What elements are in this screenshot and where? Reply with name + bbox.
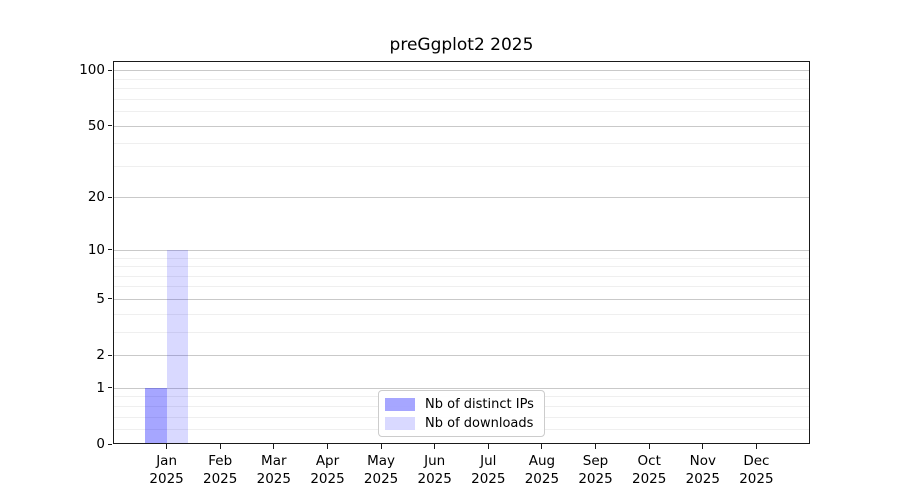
gridline-major <box>113 197 810 199</box>
x-tick-label-jan: Jan 2025 <box>140 452 194 488</box>
gridline-minor <box>113 266 810 267</box>
y-tick-mark <box>108 249 112 251</box>
x-tick-year: 2025 <box>256 471 291 487</box>
x-tick-mark <box>595 444 596 449</box>
x-tick-mark <box>273 444 275 449</box>
gridline-minor <box>113 275 810 277</box>
x-tick-month: May <box>367 453 396 469</box>
y-tick-mark <box>108 125 112 126</box>
x-tick-month: Sep <box>582 453 609 469</box>
legend-label-downloads: Nb of downloads <box>425 416 534 431</box>
y-tick-label: 0 <box>96 436 105 452</box>
y-tick-label: 5 <box>96 290 105 307</box>
y-tick-label: 50 <box>87 117 105 134</box>
x-tick-mark <box>648 444 650 449</box>
x-tick-year: 2025 <box>203 471 238 487</box>
x-tick-month: Oct <box>637 453 661 469</box>
legend-item-distinct-ips: Nb of distinct IPs <box>385 395 538 414</box>
x-tick-label-dec: Dec 2025 <box>729 452 783 488</box>
bar-downloads <box>166 249 189 444</box>
x-tick-year: 2025 <box>632 471 667 487</box>
x-tick-mark <box>541 444 543 449</box>
x-tick-year: 2025 <box>578 471 613 487</box>
x-tick-label-mar: Mar 2025 <box>247 452 301 488</box>
x-tick-label-sep: Sep 2025 <box>569 452 623 488</box>
x-tick-label-nov: Nov 2025 <box>676 452 730 488</box>
x-tick-month: Aug <box>528 453 556 469</box>
gridline-major <box>113 249 810 251</box>
gridline-minor <box>113 78 810 80</box>
gridline-major <box>113 70 810 72</box>
x-tick-mark <box>327 444 328 449</box>
x-tick-mark <box>755 444 757 449</box>
bar-distinct-ips <box>145 387 167 444</box>
x-tick-year: 2025 <box>363 471 399 487</box>
plot-frame <box>113 61 810 444</box>
x-tick-month: Mar <box>261 453 287 469</box>
gridline-minor <box>113 331 810 333</box>
legend-label-distinct-ips: Nb of distinct IPs <box>425 397 534 412</box>
y-tick-label: 2 <box>96 347 105 363</box>
x-tick-mark <box>380 444 382 449</box>
y-tick-mark <box>108 354 112 356</box>
x-tick-label-apr: Apr 2025 <box>301 452 355 488</box>
plot-area <box>113 61 810 444</box>
gridline-minor <box>113 143 810 145</box>
x-tick-label-may: May 2025 <box>354 452 408 488</box>
x-tick-label-feb: Feb 2025 <box>193 452 247 488</box>
x-tick-year: 2025 <box>149 471 184 487</box>
gridline-major <box>113 355 810 356</box>
chart-title: preGgplot2 2025 <box>389 35 534 55</box>
gridline-minor <box>113 110 810 112</box>
x-tick-label-jun: Jun 2025 <box>408 452 462 488</box>
x-tick-year: 2025 <box>310 471 345 487</box>
gridline-minor <box>113 286 810 288</box>
x-tick-year: 2025 <box>417 471 452 487</box>
x-tick-month: Jul <box>480 453 497 469</box>
x-tick-mark <box>702 444 704 449</box>
x-tick-month: Dec <box>743 453 770 469</box>
gridline-minor <box>113 165 810 167</box>
x-tick-label-jul: Jul 2025 <box>461 452 515 488</box>
legend-item-downloads: Nb of downloads <box>385 414 538 433</box>
y-tick-label: 20 <box>87 189 105 206</box>
x-tick-mark <box>487 444 489 449</box>
y-tick-mark <box>108 387 112 389</box>
y-tick-mark <box>108 196 112 198</box>
y-tick-mark <box>108 69 112 71</box>
x-tick-label-aug: Aug 2025 <box>515 452 569 488</box>
x-tick-year: 2025 <box>739 471 774 487</box>
gridline-minor <box>113 257 810 259</box>
x-tick-month: Jan <box>156 453 177 469</box>
gridline-major <box>113 298 810 300</box>
legend: Nb of distinct IPs Nb of downloads <box>378 390 545 437</box>
legend-swatch-downloads <box>385 417 415 430</box>
gridline-minor <box>113 313 810 315</box>
x-tick-label-oct: Oct 2025 <box>622 452 676 488</box>
legend-swatch-distinct-ips <box>385 398 415 411</box>
x-tick-year: 2025 <box>471 471 506 487</box>
x-tick-month: Feb <box>208 453 233 469</box>
gridline-minor <box>113 88 810 89</box>
y-tick-label: 10 <box>87 241 105 258</box>
x-tick-month: Jun <box>424 453 446 469</box>
x-tick-month: Apr <box>315 453 340 469</box>
x-tick-year: 2025 <box>685 471 720 487</box>
x-tick-mark <box>219 444 221 449</box>
gridline-major <box>113 387 810 389</box>
x-tick-mark <box>166 444 168 449</box>
x-tick-year: 2025 <box>524 471 560 487</box>
y-tick-mark <box>108 443 112 445</box>
y-tick-label: 100 <box>79 62 105 79</box>
gridline-minor <box>113 98 810 100</box>
y-tick-mark <box>108 298 112 300</box>
gridline-major <box>113 125 810 127</box>
x-tick-mark <box>434 444 436 449</box>
x-tick-month: Nov <box>689 453 716 469</box>
y-tick-label: 1 <box>96 379 105 396</box>
